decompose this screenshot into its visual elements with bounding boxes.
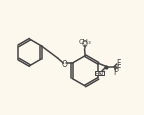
Text: N⁺: N⁺: [97, 70, 106, 76]
Text: H₂: H₂: [94, 71, 102, 76]
Text: F: F: [116, 59, 120, 68]
Text: F: F: [113, 68, 118, 76]
Text: O: O: [62, 59, 68, 68]
Text: F: F: [117, 64, 121, 72]
Text: CH₃: CH₃: [78, 39, 91, 44]
Text: O: O: [82, 39, 87, 48]
FancyBboxPatch shape: [95, 71, 104, 76]
